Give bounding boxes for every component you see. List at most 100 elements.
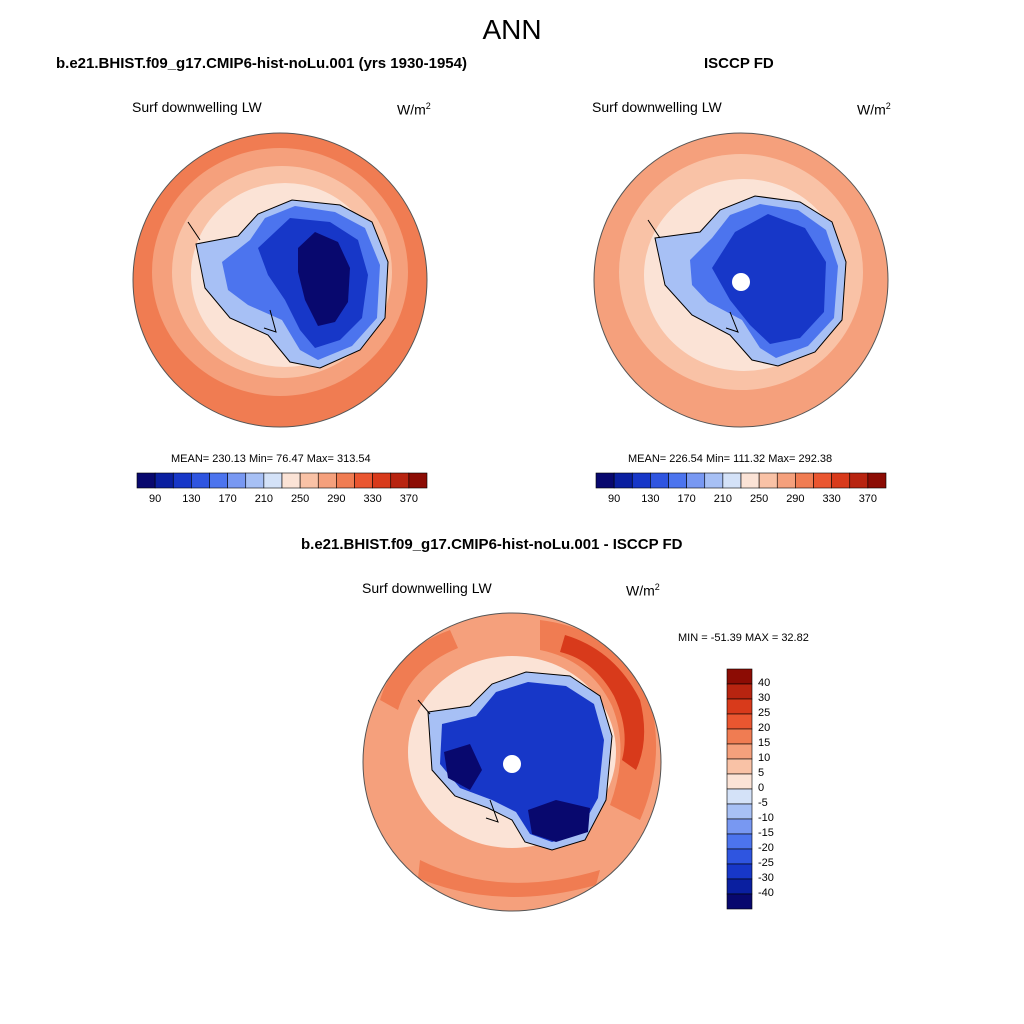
colorbar-swatch <box>408 472 428 489</box>
panel3-polar-map <box>363 613 661 911</box>
panel2-units: W/m2 <box>857 101 891 118</box>
panel1-variable-label: Surf downwelling LW <box>132 99 262 115</box>
colorbar-swatch <box>336 472 355 489</box>
colorbar-swatch <box>227 472 247 489</box>
colorbar-tick-label: 170 <box>677 493 696 505</box>
colorbar-tick-label: 130 <box>182 493 201 505</box>
colorbar-swatch <box>686 472 706 489</box>
colorbar-swatch <box>849 472 869 489</box>
panel1-units: W/m2 <box>397 101 431 118</box>
p3-hot-ne <box>560 635 645 770</box>
colorbar-swatch <box>668 472 687 489</box>
colorbar-swatch <box>209 472 228 489</box>
colorbar-tick-label: 250 <box>749 493 769 505</box>
panel3-units: W/m2 <box>626 582 660 599</box>
colorbar-tick-label: -30 <box>758 872 774 884</box>
colorbar-tick-label: 170 <box>218 493 237 505</box>
panel1-stats: MEAN= 230.13 Min= 76.47 Max= 313.54 <box>171 453 371 465</box>
colorbar-swatch <box>726 833 753 850</box>
colorbar-swatch <box>726 728 753 745</box>
colorbar-tick-label: -15 <box>758 827 774 839</box>
colorbar-swatch <box>813 472 832 489</box>
colorbar-swatch <box>726 668 753 685</box>
p2-coastline <box>647 195 847 367</box>
colorbar-tick-label: 330 <box>363 493 382 505</box>
panel3-colorbar <box>726 668 753 910</box>
colorbar-swatch <box>726 848 753 865</box>
colorbar-tick-label: 290 <box>786 493 805 505</box>
colorbar-swatch <box>795 472 814 489</box>
colorbar-swatch <box>726 818 753 835</box>
colorbar-tick-label: -20 <box>758 842 774 854</box>
colorbar-swatch <box>263 472 283 489</box>
colorbar-tick-label: -40 <box>758 887 774 899</box>
p3-land-deep-w <box>444 744 482 790</box>
colorbar-swatch <box>726 698 753 715</box>
colorbar-tick-label: 90 <box>149 493 162 505</box>
colorbar-tick-label: 330 <box>822 493 841 505</box>
colorbar-swatch <box>726 758 753 775</box>
panel2-stats: MEAN= 226.54 Min= 111.32 Max= 292.38 <box>628 453 833 465</box>
colorbar-swatch <box>726 893 753 910</box>
colorbar-swatch <box>390 472 410 489</box>
colorbar-swatch <box>831 472 851 489</box>
colorbar-swatch <box>722 472 742 489</box>
colorbar-tick-label: 20 <box>758 722 771 734</box>
p2-map-border <box>593 132 889 428</box>
colorbar-swatch <box>726 683 753 700</box>
season-title: ANN <box>482 14 542 45</box>
panel2-title: ISCCP FD <box>704 55 774 72</box>
p2-land-core <box>712 214 826 344</box>
colorbar-tick-label: 25 <box>758 707 771 719</box>
panel2-colorbar <box>595 472 887 489</box>
colorbar-swatch <box>595 472 615 489</box>
colorbar-swatch <box>726 773 753 790</box>
colorbar-swatch <box>172 472 192 489</box>
colorbar-tick-label: -10 <box>758 812 774 824</box>
p2-pole-hole <box>732 273 750 291</box>
colorbar-tick-label: 210 <box>254 493 274 505</box>
p1-map-border <box>132 132 428 428</box>
colorbar-swatch <box>726 713 753 730</box>
colorbar-tick-label: 10 <box>758 752 771 764</box>
colorbar-tick-label: 290 <box>327 493 346 505</box>
colorbar-swatch <box>299 472 319 489</box>
colorbar-tick-label: -25 <box>758 857 774 869</box>
colorbar-swatch <box>136 472 156 489</box>
p1-coastline <box>187 199 389 369</box>
colorbar-swatch <box>245 472 265 489</box>
panel2-polar-map <box>594 133 888 427</box>
panel1-polar-map <box>133 133 427 427</box>
panel3-variable-label: Surf downwelling LW <box>362 580 492 596</box>
colorbar-tick-label: 0 <box>758 782 765 794</box>
colorbar-swatch <box>758 472 778 489</box>
colorbar-swatch <box>154 472 174 489</box>
panel3-stats: MIN = -51.39 MAX = 32.82 <box>678 632 809 644</box>
colorbar-swatch <box>726 743 753 760</box>
panel2-variable-label: Surf downwelling LW <box>592 99 722 115</box>
p3-warm-arc-s <box>418 860 600 897</box>
colorbar-tick-label: 130 <box>641 493 660 505</box>
colorbar-swatch <box>372 472 392 489</box>
colorbar-tick-label: 370 <box>399 493 419 505</box>
colorbar-swatch <box>776 472 796 489</box>
colorbar-swatch <box>726 863 753 880</box>
colorbar-tick-label: 210 <box>713 493 733 505</box>
panel3-title: b.e21.BHIST.f09_g17.CMIP6-hist-noLu.001 … <box>301 536 683 553</box>
colorbar-tick-label: 40 <box>758 677 771 689</box>
colorbar-swatch <box>650 472 669 489</box>
colorbar-swatch <box>281 472 301 489</box>
colorbar-swatch <box>726 803 753 820</box>
p3-pole-hole <box>503 755 521 773</box>
panel1-colorbar <box>136 472 428 489</box>
colorbar-swatch <box>191 472 210 489</box>
p3-warm-arc-ne <box>540 620 657 820</box>
colorbar-swatch <box>704 472 724 489</box>
colorbar-swatch <box>613 472 633 489</box>
colorbar-swatch <box>354 472 373 489</box>
colorbar-swatch <box>740 472 760 489</box>
colorbar-tick-label: 30 <box>758 692 771 704</box>
colorbar-swatch <box>726 788 753 805</box>
colorbar-tick-label: 90 <box>608 493 621 505</box>
